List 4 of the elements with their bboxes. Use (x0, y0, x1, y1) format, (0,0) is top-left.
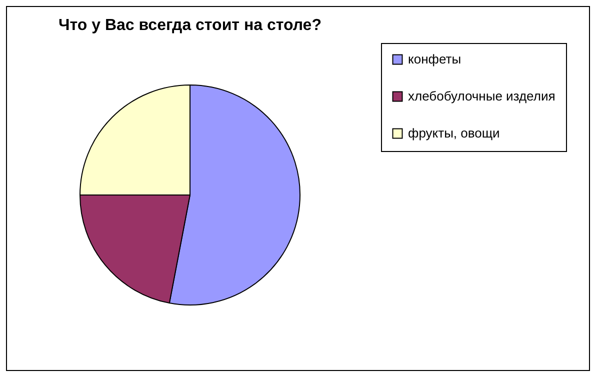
legend-label: фрукты, овощи (408, 126, 500, 140)
legend-label: конфеты (408, 52, 462, 66)
legend-label: хлебобулочные изделия (408, 88, 556, 104)
chart-title: Что у Вас всегда стоит на столе? (58, 17, 322, 34)
